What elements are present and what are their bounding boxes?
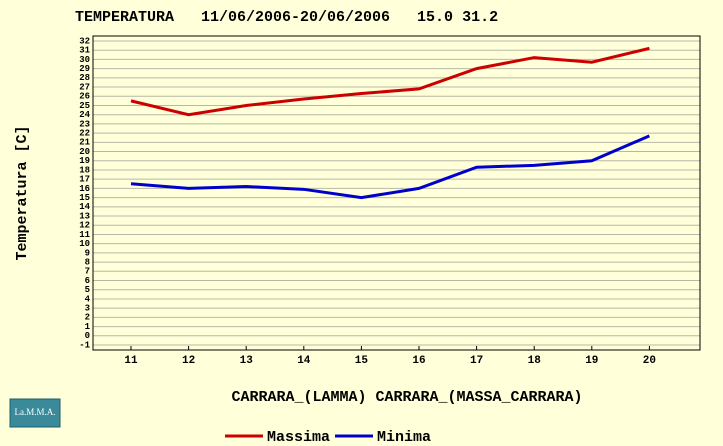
y-tick-label: 6: [85, 276, 90, 286]
y-tick-label: 26: [79, 92, 90, 102]
y-tick-label: 7: [85, 267, 90, 277]
y-tick-label: 25: [79, 101, 90, 111]
y-tick-label: 20: [79, 147, 90, 157]
x-tick-label: 20: [643, 355, 656, 367]
y-tick-label: 12: [79, 221, 90, 231]
legend-item: Massima: [225, 429, 330, 446]
y-tick-label: 8: [85, 257, 90, 267]
legend-label: Massima: [267, 429, 330, 446]
logo-text: La.M.M.A.: [15, 407, 56, 417]
y-tick-label: 29: [79, 64, 90, 74]
y-tick-label: 22: [79, 128, 90, 138]
x-tick-label: 14: [297, 355, 311, 367]
x-tick-label: 16: [412, 355, 425, 367]
y-tick-label: 32: [79, 36, 90, 46]
y-tick-label: 17: [79, 175, 90, 185]
x-tick-label: 11: [124, 355, 138, 367]
y-tick-label: 15: [79, 193, 90, 203]
y-tick-label: 18: [79, 165, 90, 175]
y-tick-label: 16: [79, 184, 90, 194]
y-tick-label: 23: [79, 119, 90, 129]
y-tick-label: 19: [79, 156, 90, 166]
y-tick-label: 3: [85, 304, 90, 314]
x-tick-label: 13: [240, 355, 254, 367]
y-tick-label: 24: [79, 110, 90, 120]
legend-item: Minima: [335, 429, 431, 446]
y-tick-label: 9: [85, 248, 90, 258]
y-tick-label: 2: [85, 313, 90, 323]
y-tick-label: 13: [79, 211, 90, 221]
y-tick-label: 5: [85, 285, 90, 295]
x-tick-label: 17: [470, 355, 483, 367]
y-tick-label: 10: [79, 239, 90, 249]
series-line: [130, 46, 650, 117]
logo-box: [9, 398, 61, 428]
x-tick-label: 18: [528, 355, 542, 367]
y-tick-label: 0: [85, 331, 90, 341]
y-tick-label: 21: [79, 138, 90, 148]
series-line: [130, 134, 650, 200]
y-tick-label: 11: [79, 230, 90, 240]
y-tick-label: 27: [79, 82, 90, 92]
chart-title: TEMPERATURA 11/06/2006-20/06/2006 15.0 3…: [75, 9, 498, 26]
x-tick-label: 12: [182, 355, 195, 367]
y-tick-label: 14: [79, 202, 90, 212]
y-tick-label: 4: [85, 294, 91, 304]
y-axis-label: Temperatura [C]: [14, 125, 31, 260]
y-tick-label: 1: [85, 322, 91, 332]
x-tick-label: 19: [585, 355, 598, 367]
y-tick-label: 30: [79, 55, 90, 65]
plot-frame: [92, 35, 701, 351]
legend-label: Minima: [377, 429, 431, 446]
x-tick-label: 15: [355, 355, 369, 367]
y-tick-label: 31: [79, 46, 90, 56]
y-tick-label: 28: [79, 73, 90, 83]
logo[interactable]: La.M.M.A.: [9, 398, 61, 428]
y-tick-label: -1: [79, 340, 90, 350]
subtitle: CARRARA_(LAMMA) CARRARA_(MASSA_CARRARA): [231, 389, 582, 406]
